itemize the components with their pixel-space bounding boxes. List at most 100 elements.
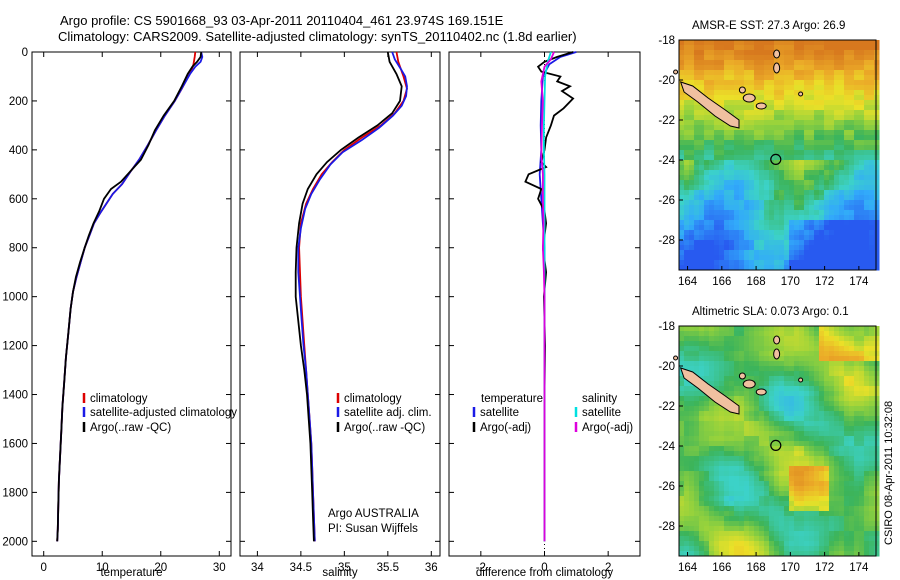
map-cell bbox=[869, 341, 875, 347]
map-cell bbox=[809, 120, 815, 126]
map-cell bbox=[784, 160, 790, 166]
map-cell bbox=[739, 331, 745, 337]
map-cell bbox=[759, 220, 765, 226]
map-cell bbox=[809, 336, 815, 342]
map-cell bbox=[804, 250, 810, 256]
map-cell bbox=[724, 75, 730, 81]
map-cell bbox=[869, 240, 875, 246]
map-cell bbox=[764, 526, 770, 532]
map-cell bbox=[829, 426, 835, 432]
map-cell bbox=[844, 506, 850, 512]
map-cell bbox=[849, 225, 855, 231]
map-cell bbox=[774, 426, 780, 432]
map-cell bbox=[784, 190, 790, 196]
map-cell bbox=[729, 50, 735, 56]
map-cell bbox=[834, 100, 840, 106]
map-cell bbox=[804, 326, 810, 332]
map-cell bbox=[774, 110, 780, 116]
map-cell bbox=[734, 386, 740, 392]
map-cell bbox=[709, 235, 715, 241]
map-cell bbox=[839, 421, 845, 427]
map-cell bbox=[814, 235, 820, 241]
legend-label: satellite adj. clim. bbox=[344, 407, 432, 419]
map-cell bbox=[829, 396, 835, 402]
map-cell bbox=[764, 451, 770, 457]
map-cell bbox=[734, 376, 740, 382]
map-cell bbox=[709, 481, 715, 487]
map-cell bbox=[789, 205, 795, 211]
map-cell bbox=[779, 250, 785, 256]
map-cell bbox=[729, 391, 735, 397]
x-tick-label: 30 bbox=[213, 562, 226, 574]
map-cell bbox=[849, 486, 855, 492]
map-cell bbox=[869, 225, 875, 231]
map-cell bbox=[764, 90, 770, 96]
map-cell bbox=[814, 391, 820, 397]
map-cell bbox=[869, 426, 875, 432]
map-cell bbox=[769, 155, 775, 161]
map-cell bbox=[804, 366, 810, 372]
map-cell bbox=[724, 85, 730, 91]
map-cell bbox=[784, 90, 790, 96]
map-cell bbox=[704, 436, 710, 442]
map-cell bbox=[844, 230, 850, 236]
map-cell bbox=[744, 386, 750, 392]
map-cell bbox=[809, 551, 815, 557]
map-cell bbox=[849, 175, 855, 181]
map-cell bbox=[719, 471, 725, 477]
map-cell bbox=[714, 356, 720, 362]
map-cell bbox=[719, 125, 725, 131]
map-cell bbox=[719, 331, 725, 337]
map-cell bbox=[854, 506, 860, 512]
map-cell bbox=[764, 115, 770, 121]
map-cell bbox=[729, 260, 735, 266]
map-cell bbox=[739, 466, 745, 472]
map-cell bbox=[684, 205, 690, 211]
map-cell bbox=[874, 541, 880, 547]
map-cell bbox=[779, 110, 785, 116]
map-cell bbox=[689, 476, 695, 482]
map-cell bbox=[704, 541, 710, 547]
map-cell bbox=[709, 210, 715, 216]
map-cell bbox=[694, 260, 700, 266]
map-cell bbox=[699, 265, 705, 271]
map-cell bbox=[739, 265, 745, 271]
map-cell bbox=[774, 130, 780, 136]
map-cell bbox=[809, 531, 815, 537]
map-y-tick-label: -18 bbox=[658, 35, 675, 47]
map-cell bbox=[694, 346, 700, 352]
map-cell bbox=[719, 90, 725, 96]
map-cell bbox=[769, 90, 775, 96]
map-cell bbox=[774, 381, 780, 387]
legend-label: Argo(..raw -QC) bbox=[90, 422, 171, 434]
map-cell bbox=[829, 516, 835, 522]
map-cell bbox=[754, 125, 760, 131]
map-cell bbox=[839, 130, 845, 136]
map-cell bbox=[834, 85, 840, 91]
map-cell bbox=[729, 250, 735, 256]
map-cell bbox=[819, 115, 825, 121]
map-cell bbox=[834, 471, 840, 477]
map-cell bbox=[694, 185, 700, 191]
map-cell bbox=[684, 436, 690, 442]
map-cell bbox=[829, 346, 835, 352]
map-cell bbox=[764, 346, 770, 352]
map-cell bbox=[734, 200, 740, 206]
map-cell bbox=[779, 75, 785, 81]
map-cell bbox=[679, 105, 685, 111]
map-cell bbox=[754, 115, 760, 121]
map-cell bbox=[759, 75, 765, 81]
map-cell bbox=[734, 506, 740, 512]
map-cell bbox=[749, 170, 755, 176]
map-cell bbox=[859, 125, 865, 131]
map-cell bbox=[859, 421, 865, 427]
map-cell bbox=[874, 205, 880, 211]
map-cell bbox=[859, 336, 865, 342]
map-cell bbox=[844, 516, 850, 522]
map-cell bbox=[784, 195, 790, 201]
map-cell bbox=[844, 255, 850, 261]
map-cell bbox=[789, 80, 795, 86]
map-cell bbox=[859, 95, 865, 101]
map-cell bbox=[809, 371, 815, 377]
map-cell bbox=[804, 446, 810, 452]
